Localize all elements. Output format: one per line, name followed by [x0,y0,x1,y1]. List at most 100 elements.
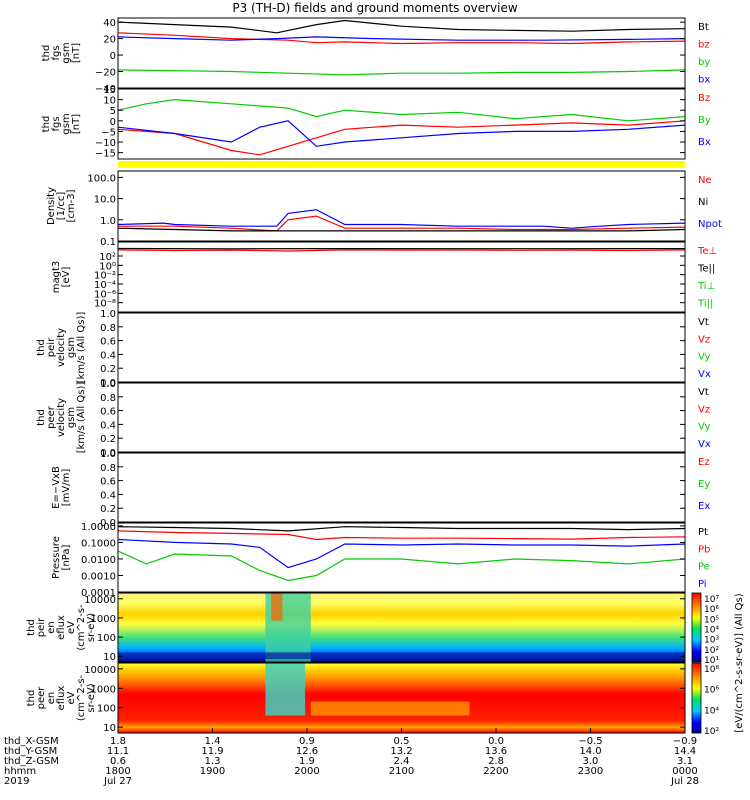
panel-ylabel: gsm [61,42,72,63]
panel-frame-ve [117,382,686,453]
y-tick-label: −20 [95,68,116,79]
x-axis-row-label: thd_Y-GSM [4,746,57,757]
panel-ylabel: en [46,621,57,634]
y-tick-label: 1000 [91,614,116,625]
spectrogram-ion_spec [118,593,685,662]
legend-fgs2: Bx [698,137,711,148]
spectrogram-feature [310,701,470,716]
series-line-density-ne [118,215,686,232]
y-tick-label: 10000 [84,665,116,676]
colorbar-tick-label: 10⁷ [704,595,719,605]
y-tick-label: 10⁻⁶ [94,289,116,300]
series-line-pressure-pb [117,530,686,541]
panel-ylabel: thd [36,339,47,356]
legend-vi: Vz [698,334,710,345]
x-axis-value: 2200 [483,766,508,777]
y-tick-label: 10 [103,723,116,734]
x-axis-row-label: thd_Z-GSM [4,756,59,767]
series-line-fgs-bt [117,19,686,34]
y-tick-label: 0.0 [100,448,116,459]
y-tick-label: −10 [95,138,116,149]
panel-frame-efield [117,452,686,523]
panel-ylabel: thd [41,116,52,133]
colorbar-tick-label: 10⁵ [704,615,719,625]
x-axis-value: Jul 28 [670,776,699,787]
x-axis-value: 0.0 [488,736,504,747]
legend-fgs: bz [698,40,710,51]
panel-ylabel: gsm [66,407,77,428]
y-tick-label: 0.2 [100,504,116,515]
spectrogram-background [118,593,685,662]
panel-frame-pressure [117,522,686,593]
series-line-fgs-by [117,69,686,76]
y-tick-label: 1.0 [100,379,116,390]
panel-ylabel: (cm^2-s- [76,604,87,651]
panel-ylabel: en [46,692,57,705]
x-axis-value: 1900 [200,766,225,777]
panel-frame-fgs2 [117,88,686,160]
x-axis-value: 14.4 [674,746,696,757]
y-tick-label: 10 [103,96,116,107]
y-tick-label: 5 [110,106,116,117]
panel-ylabel: [eV] [61,267,72,288]
series-line-fgs2-by [117,98,686,122]
series-line-fgs-bx [117,36,686,41]
y-tick-label: 0 [110,51,116,62]
y-tick-label: 0 [110,117,116,128]
panel-ylabel: Pressure [51,536,62,579]
y-tick-label: 0.8 [100,393,116,404]
colorbar-tick-label: 10³ [704,636,719,646]
y-tick-label: −5 [101,127,116,138]
panel-ylabel: [km/s (All Qs)] [76,382,87,454]
legend-efield: Ex [698,501,710,512]
x-axis-value: 1800 [105,766,130,777]
y-tick-label: 1.0 [100,309,116,320]
y-tick-label: 10⁰ [99,261,116,272]
y-tick-label: 1000 [91,684,116,695]
x-axis-value: 1.3 [205,756,221,767]
series-line-fgs-bz [117,32,686,45]
series-line-fgs2-bz [117,120,686,156]
colorbar-tick-label: 10¹ [704,656,719,666]
panel-ylabel: E=−VxB [51,466,62,509]
legend-density: Npot [698,219,722,230]
y-tick-label: 10⁻² [94,271,116,282]
legend-efield: Ez [698,457,710,468]
x-axis-value: 1.4 [205,736,221,747]
panel-ylabel: eflux [56,686,67,711]
panel-ylabel: velocity [56,398,67,437]
panel-ylabel: [nPa] [61,544,72,570]
y-tick-label: 0.0001 [81,588,116,599]
legend-pressure: Pi [698,579,707,590]
x-axis-value: 0.6 [110,756,126,767]
legend-fgs: Bt [698,22,709,33]
spectrogram-feature [265,663,306,716]
legend-ve: Vy [698,422,711,433]
legend-ve: Vz [698,404,710,415]
panel-ylabel: peir [36,617,47,637]
legend-fgs2: Bz [698,93,710,104]
legend-temp: Te|| [697,264,715,275]
legend-density: Ni [698,197,708,208]
x-axis-value: Jul 27 [103,776,132,787]
legend-fgs2: By [698,115,711,126]
y-tick-label: 0.0 [100,378,116,389]
x-axis-value: 11.1 [107,746,129,757]
colorbar [691,662,702,734]
panel-ylabel: eV [66,621,77,634]
panel-frame-ion_spec [117,592,686,663]
y-tick-label: 0.1000 [81,538,116,549]
y-tick-label: 1.0000 [81,522,116,533]
x-axis-value: 2300 [578,766,603,777]
colorbar-tick-label: 10⁸ [704,665,719,675]
legend-temp: Ti|| [697,299,713,310]
colorbar-tick-label: 10⁴ [704,706,719,716]
legend-fgs: bx [698,75,710,86]
panel-ylabel: thd [36,409,47,426]
x-axis-value: −0.9 [673,736,697,747]
x-axis-row-label: hhmm [4,766,36,777]
x-axis-row-label: 2019 [4,776,29,787]
series-line-density-npot [117,209,686,229]
legend-vi: Vy [698,352,711,363]
series-line-pressure-pt [117,526,686,532]
